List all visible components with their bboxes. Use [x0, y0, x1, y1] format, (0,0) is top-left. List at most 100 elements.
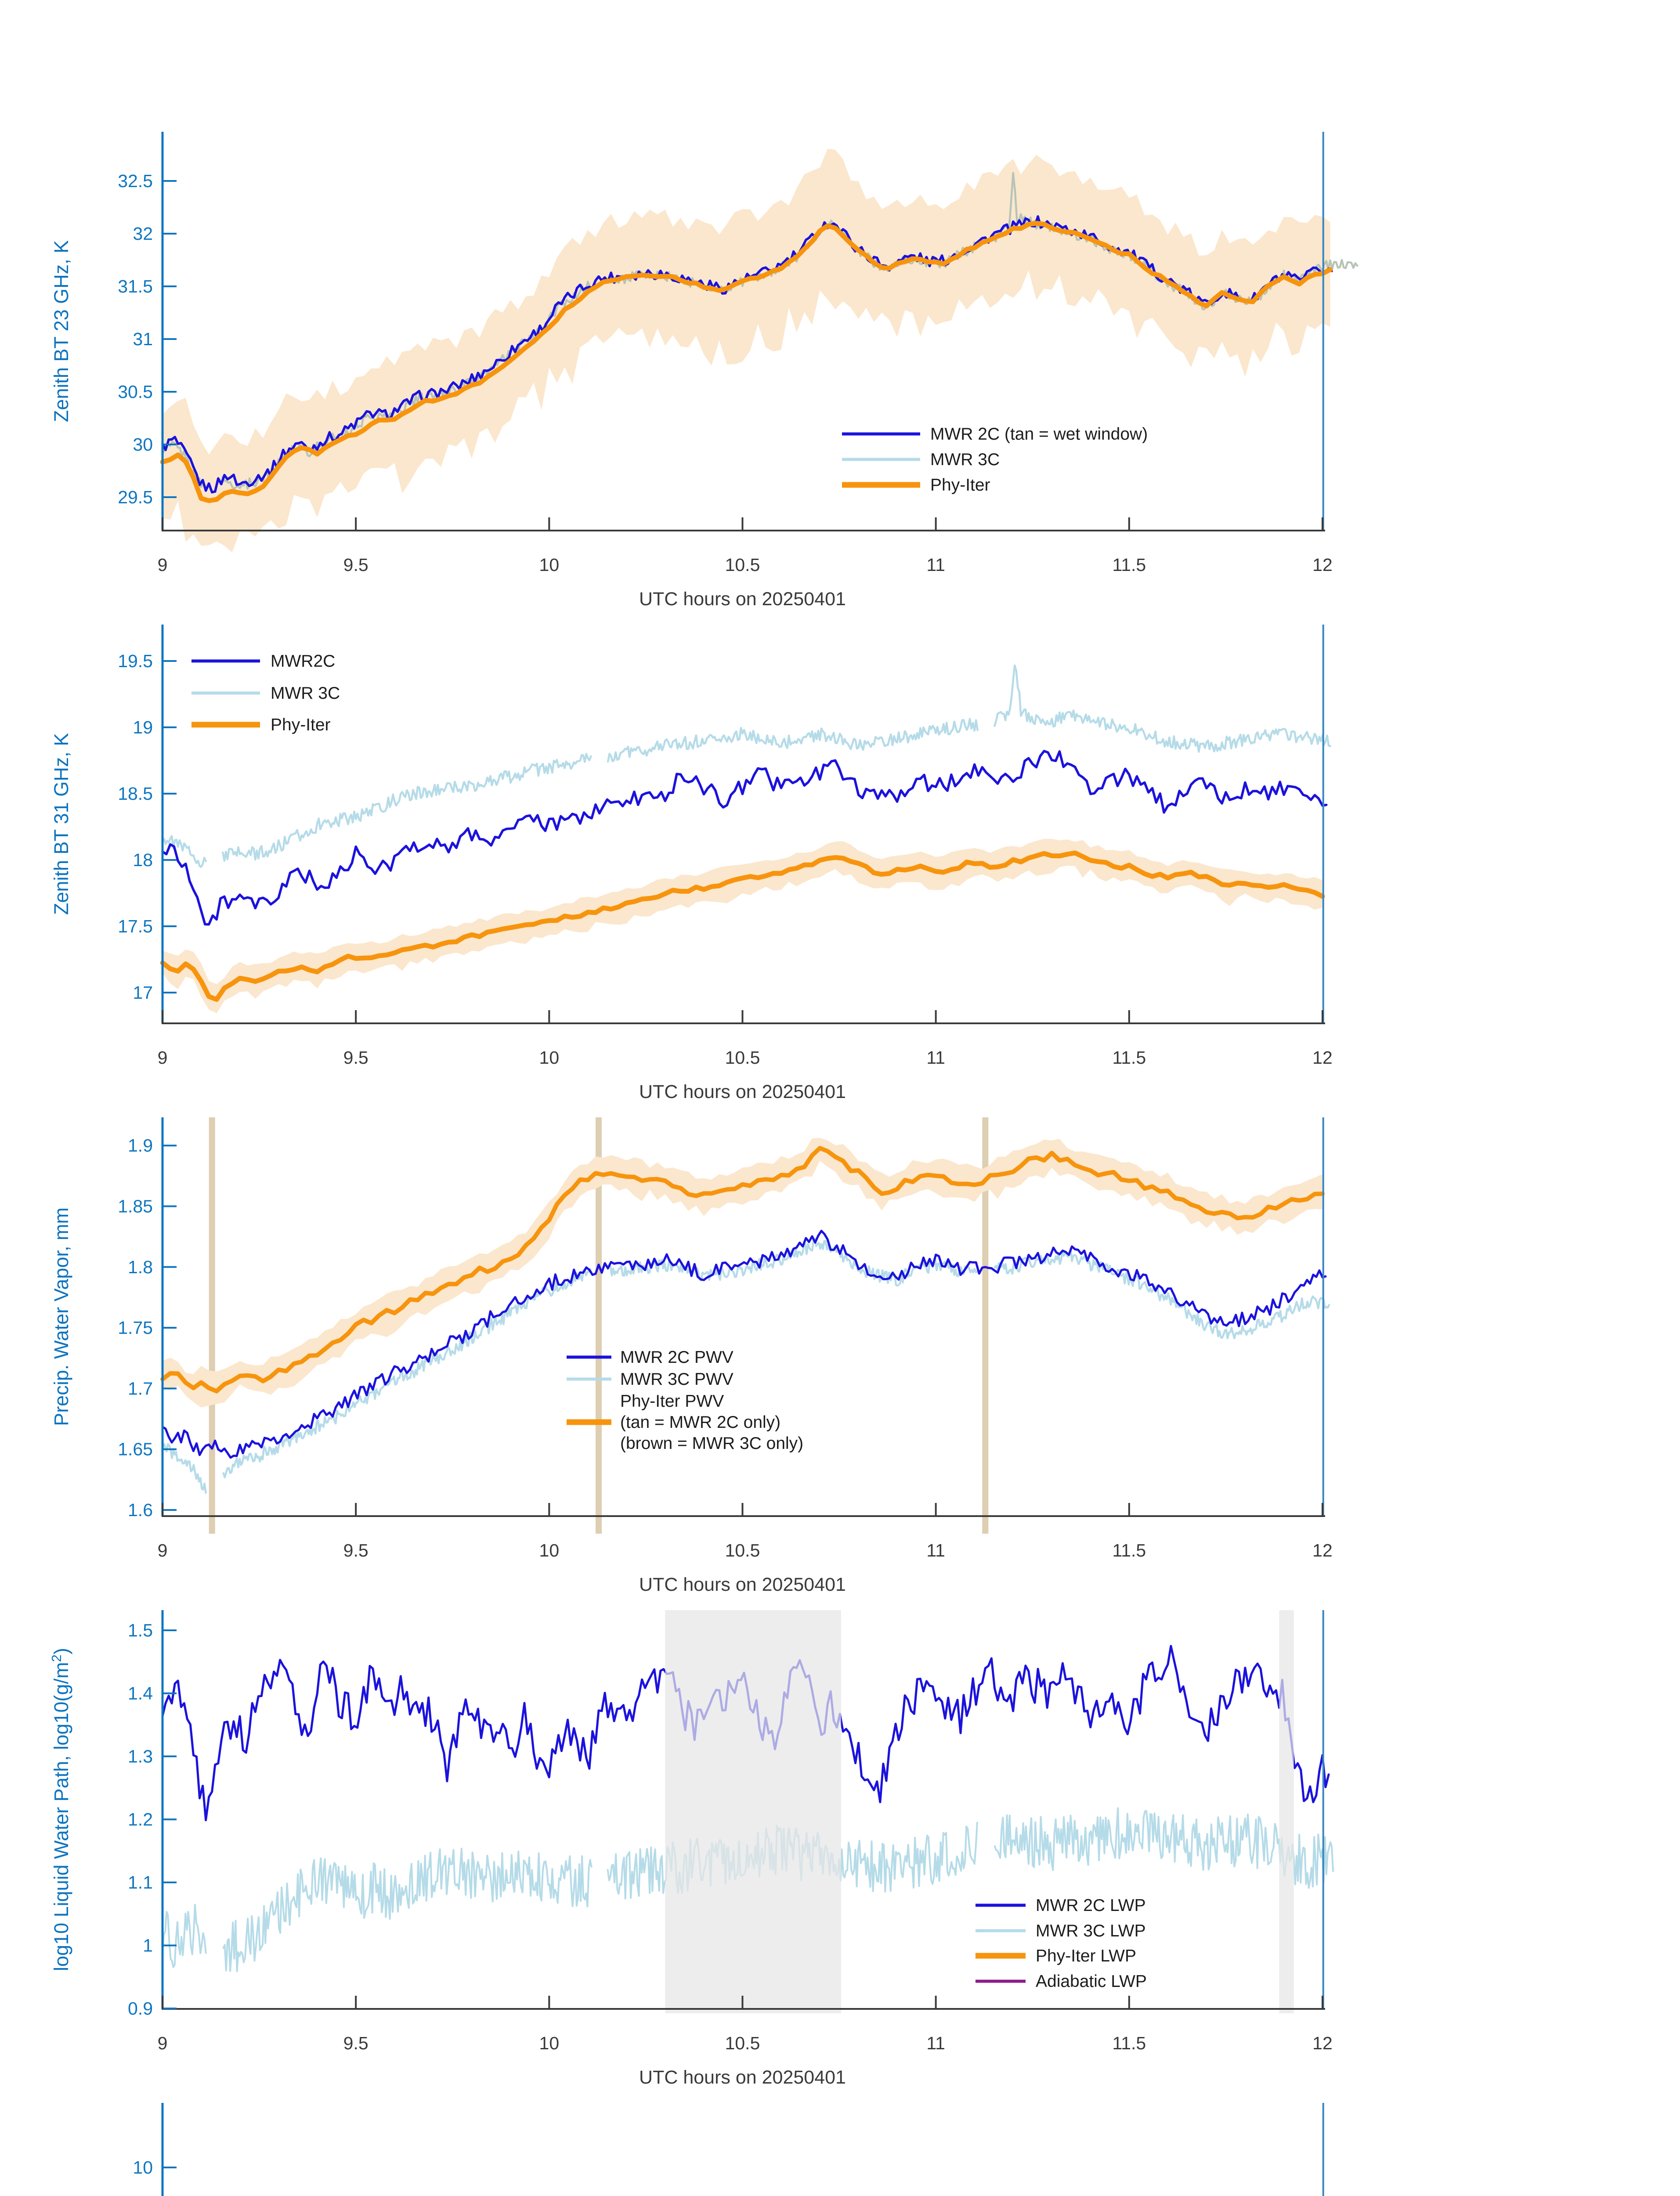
legend-label: (brown = MWR 3C only) — [620, 1434, 803, 1453]
y-tick-label: 1.8 — [128, 1257, 153, 1277]
x-tick-label: 9 — [158, 1540, 168, 1560]
x-tick-label: 11.5 — [1112, 1047, 1146, 1068]
y-tick-label: 32 — [133, 224, 153, 244]
x-tick-label: 10 — [539, 1047, 560, 1068]
x-tick-label: 9.5 — [343, 2033, 369, 2053]
x-tick-label: 9.5 — [343, 1540, 369, 1560]
x-tick-label: 11.5 — [1112, 1540, 1146, 1560]
y-axis-title: log10 Liquid Water Path, log10(g/m2) — [49, 1648, 72, 1971]
x-axis-title: UTC hours on 20250401 — [639, 1574, 846, 1595]
y-tick-label: 0.9 — [128, 1998, 153, 2019]
uncertainty-band — [163, 148, 1330, 553]
y-tick-label: 30 — [133, 434, 153, 455]
series-mwr2c-line — [161, 750, 1328, 926]
x-tick-label: 10.5 — [725, 1047, 760, 1068]
x-tick-label: 11.5 — [1112, 2033, 1146, 2053]
y-tick-label: 1.65 — [118, 1439, 153, 1459]
legend-label: MWR 3C LWP — [1036, 1922, 1146, 1940]
y-tick-label: 1 — [143, 1936, 153, 1956]
y-tick-label: 29.5 — [118, 487, 153, 507]
series-mwr2c-line — [161, 1230, 1327, 1459]
x-tick-label: 10 — [539, 555, 560, 575]
y-axis-title: Zenith BT 23 GHz, K — [50, 240, 72, 422]
x-tick-label: 12 — [1312, 2033, 1333, 2053]
x-tick-label: 12 — [1312, 1047, 1333, 1068]
legend-label: Adiabatic LWP — [1036, 1972, 1147, 1991]
series-mwr3c-line — [162, 1807, 1334, 1972]
y-tick-label: 10 — [133, 2157, 153, 2178]
x-tick-label: 10 — [539, 2033, 560, 2053]
gray-flag-region — [1279, 1610, 1294, 2013]
x-tick-label: 9 — [158, 2033, 168, 2053]
subplot-bt31: 17 17.5 18 18.5 19 19.5 9 9.5 10 10.5 11 11.5 12 UTC … — [50, 625, 1333, 1102]
y-tick-label: 1.75 — [118, 1318, 153, 1338]
legend-label: Phy-Iter — [271, 715, 331, 734]
y-tick-label: 1.3 — [128, 1746, 153, 1766]
x-tick-label: 12 — [1312, 1540, 1333, 1560]
y-tick-label: 1.5 — [128, 1620, 153, 1640]
x-tick-label: 10 — [539, 1540, 560, 1560]
x-tick-label: 12 — [1312, 555, 1333, 575]
legend-label: MWR 3C PWV — [620, 1370, 733, 1389]
y-tick-label: 1.85 — [118, 1196, 153, 1217]
series-phy-line — [160, 850, 1325, 1002]
series-phy-line — [160, 1146, 1325, 1394]
y-tick-label: 30.5 — [118, 382, 153, 402]
y-tick-label: 31 — [133, 329, 153, 349]
series-mwr3c-line — [161, 664, 1331, 868]
x-tick-label: 9.5 — [343, 555, 369, 575]
y-axis-title: Zenith BT 31 GHz, K — [50, 733, 72, 915]
legend-label: Phy-Iter PWV — [620, 1392, 724, 1411]
x-tick-label: 9 — [158, 1047, 168, 1068]
series-phy-line — [160, 220, 1333, 503]
tan-vertical-bar — [209, 1117, 215, 1534]
legend-label: MWR 2C (tan = wet window) — [930, 425, 1148, 444]
series-mwr3c-line — [161, 1237, 1330, 1494]
x-tick-label: 11.5 — [1112, 555, 1146, 575]
x-tick-label: 10.5 — [725, 555, 760, 575]
y-tick-label: 1.2 — [128, 1810, 153, 1830]
y-tick-label: 17.5 — [118, 916, 153, 936]
legend-label: MWR2C — [271, 652, 335, 671]
tan-vertical-bar — [982, 1117, 989, 1534]
y-axis-title: Precip. Water Vapor, mm — [50, 1207, 72, 1426]
uncertainty-band — [163, 1138, 1322, 1408]
legend-label: MWR 2C PWV — [620, 1348, 733, 1367]
y-tick-label: 17 — [133, 982, 153, 1003]
subplot-pwv: 1.6 1.65 1.7 1.75 1.8 1.85 1.9 9 9.5 10 10.5 11 11.5… — [50, 1117, 1333, 1595]
x-tick-label: 11 — [926, 1540, 945, 1560]
y-tick-label: 31.5 — [118, 276, 153, 296]
y-tick-label: 1.6 — [128, 1500, 153, 1520]
x-tick-label: 11 — [926, 2033, 945, 2053]
y-tick-label: 19.5 — [118, 651, 153, 671]
tan-vertical-bar — [596, 1117, 602, 1534]
x-tick-label: 10.5 — [725, 2033, 760, 2053]
y-tick-label: 19 — [133, 717, 153, 737]
legend-label: MWR 3C — [271, 684, 340, 703]
y-tick-label: 18.5 — [118, 784, 153, 804]
y-tick-label: 32.5 — [118, 171, 153, 191]
y-tick-label: 1.7 — [128, 1378, 153, 1398]
x-axis-title: UTC hours on 20250401 — [639, 2067, 846, 2088]
x-tick-label: 11 — [926, 1047, 945, 1068]
uncertainty-band — [163, 838, 1322, 1014]
x-tick-label: 9 — [158, 555, 168, 575]
legend-label: MWR 2C LWP — [1036, 1896, 1146, 1915]
subplot-bt23: 29.5 30 30.5 31 31.5 32 32.5 9 9.5 10 10.5 11 11.5 12… — [50, 132, 1358, 610]
x-axis-title: UTC hours on 20250401 — [639, 1081, 846, 1102]
legend-label: Phy-Iter LWP — [1036, 1947, 1136, 1965]
x-tick-label: 9.5 — [343, 1047, 369, 1068]
y-tick-label: 1.4 — [128, 1683, 153, 1704]
legend-label: Phy-Iter — [930, 476, 990, 495]
x-axis-title: UTC hours on 20250401 — [639, 589, 846, 610]
y-tick-label: 1.1 — [128, 1872, 153, 1893]
y-tick-label: 18 — [133, 850, 153, 870]
series-mwr3c-line — [161, 172, 1358, 490]
x-tick-label: 11 — [926, 555, 945, 575]
legend-label: MWR 3C — [930, 450, 1000, 469]
y-tick-label: 1.9 — [128, 1135, 153, 1156]
gray-flag-region — [665, 1610, 841, 2013]
x-tick-label: 10.5 — [725, 1540, 760, 1560]
